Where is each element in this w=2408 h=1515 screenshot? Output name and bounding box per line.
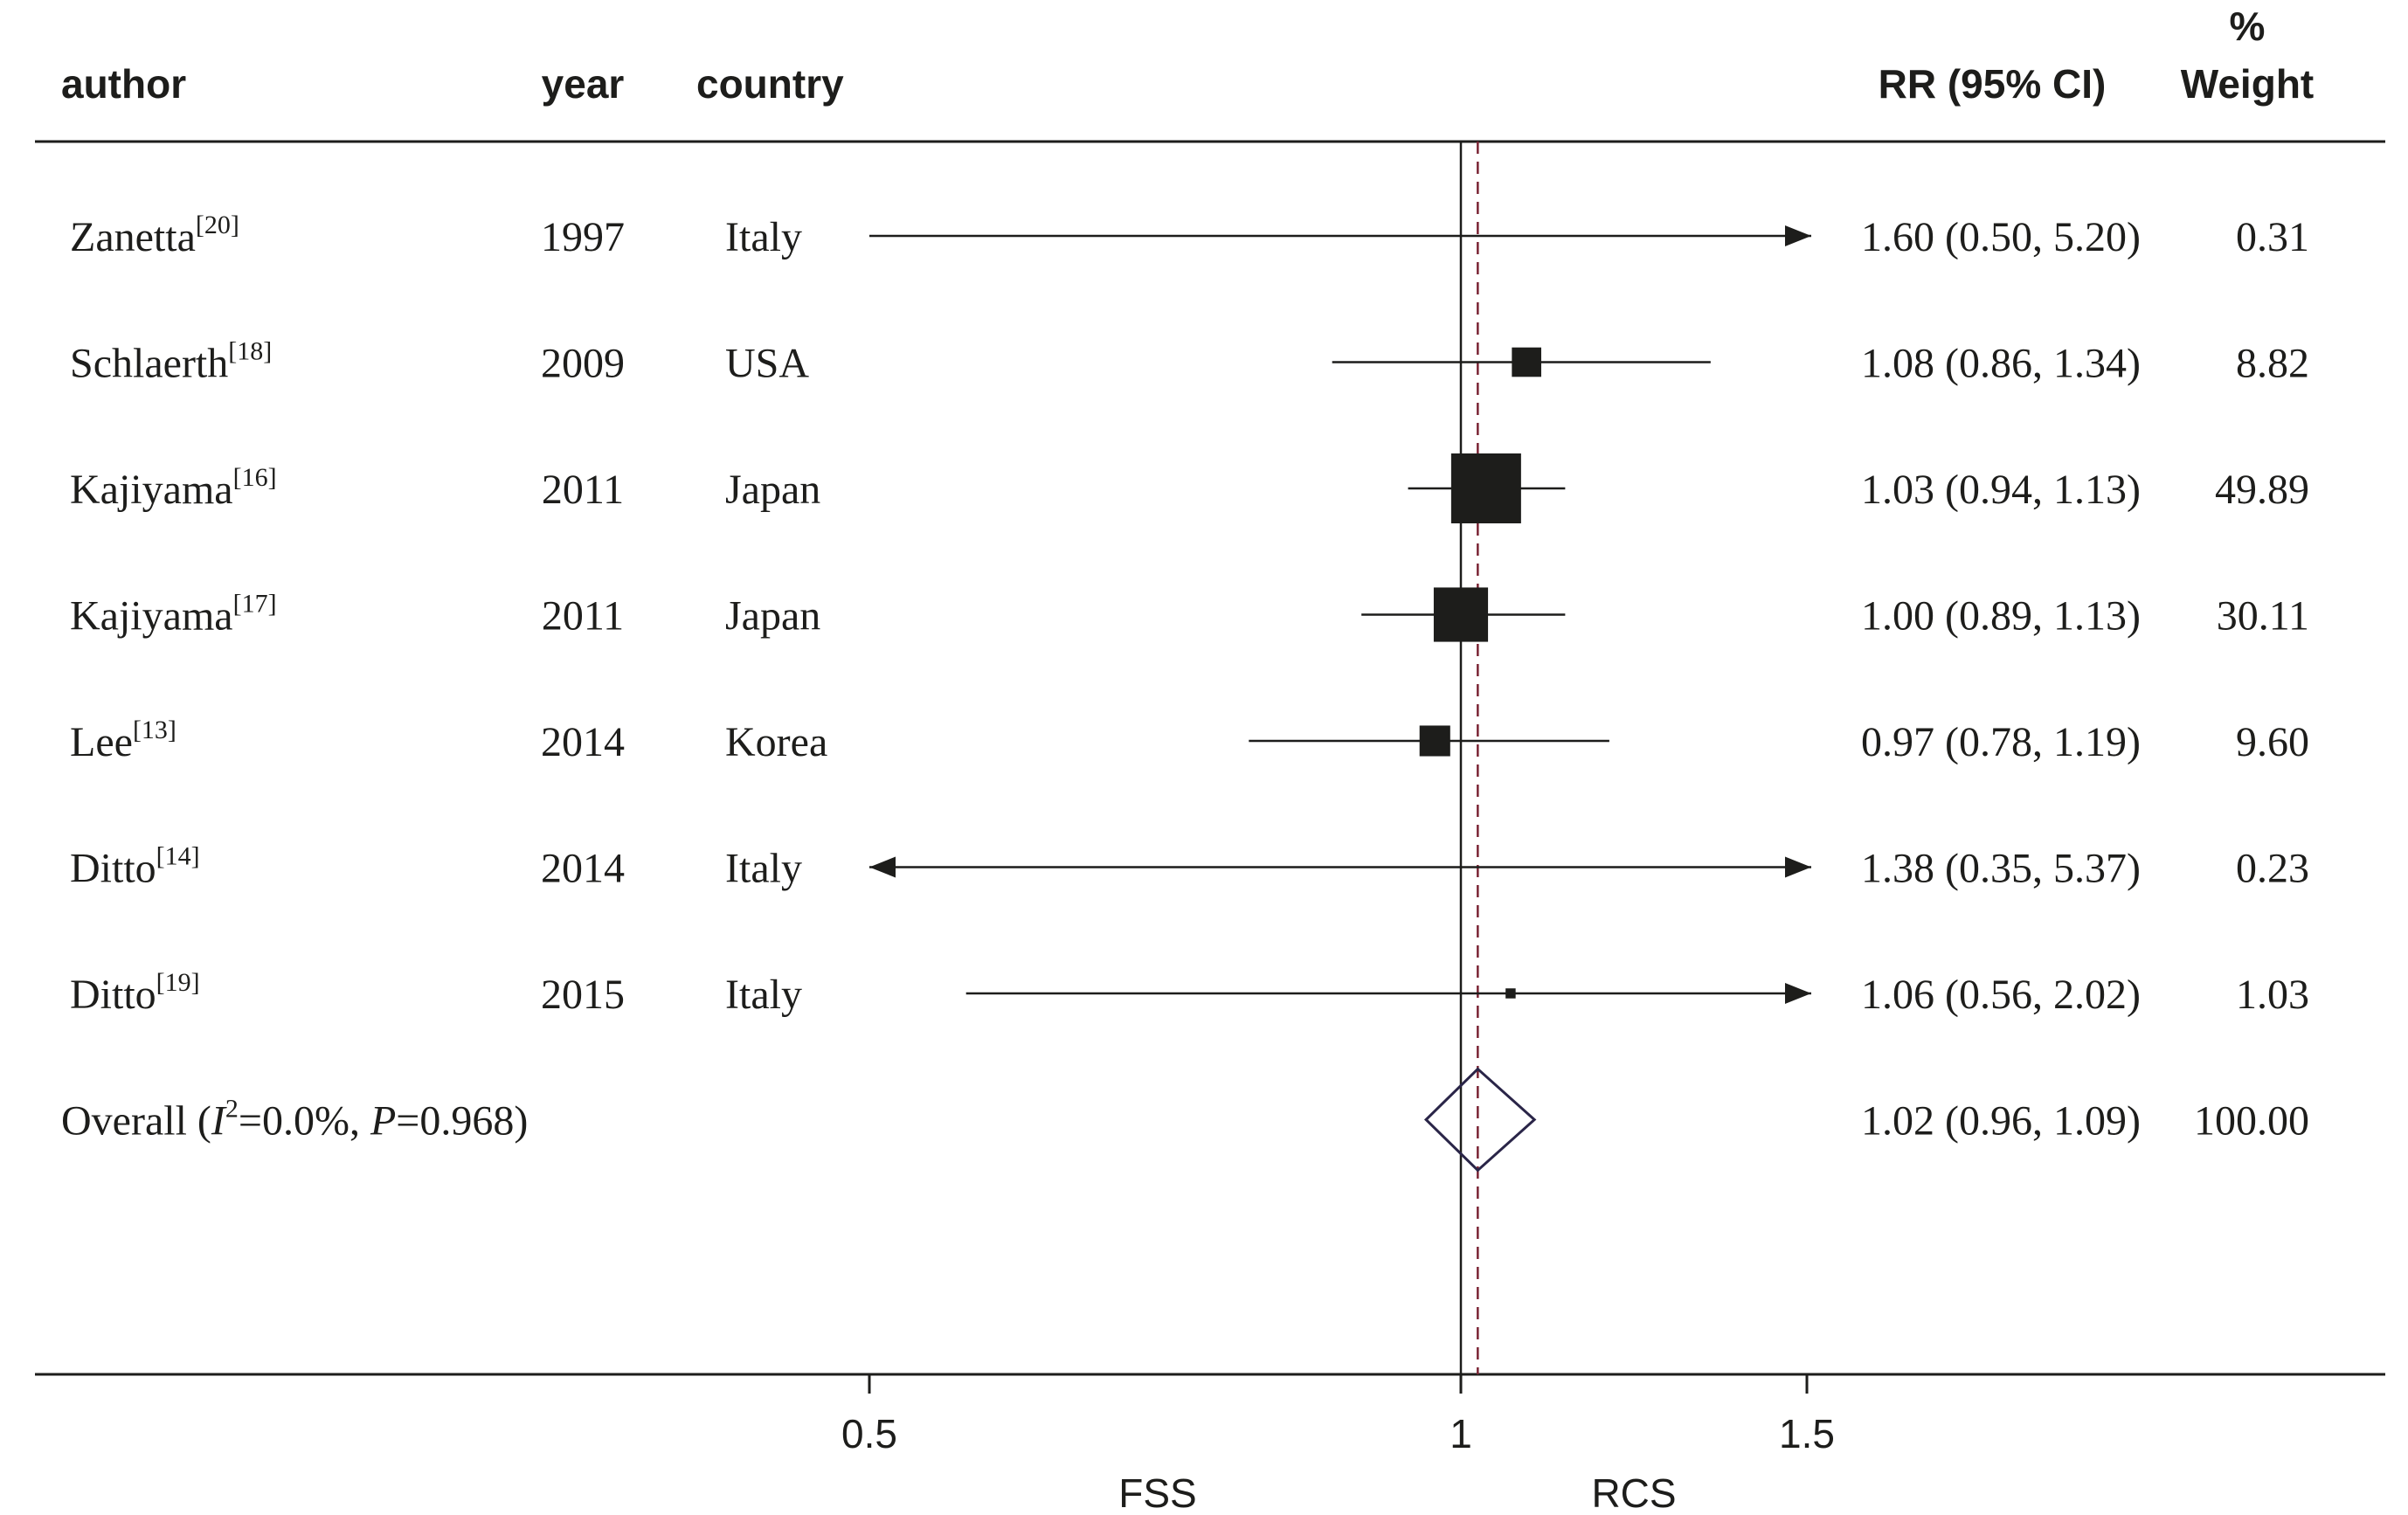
study-weight: 1.03	[2236, 972, 2309, 1018]
study-weight: 0.23	[2236, 846, 2309, 892]
study-year: 1997	[541, 214, 625, 260]
study-author: Zanetta[20]	[70, 211, 239, 260]
header-weight: Weight	[2181, 61, 2314, 107]
study-year: 2009	[541, 341, 625, 387]
x-axis-right-label: RCS	[1591, 1470, 1676, 1515]
header-rr: RR (95% CI)	[1879, 61, 2107, 107]
study-weight-box	[1433, 587, 1489, 642]
study-year: 2014	[541, 846, 625, 892]
study-ci-text: 1.38 (0.35, 5.37)	[1861, 846, 2141, 892]
header-country: country	[696, 61, 844, 107]
study-year: 2014	[541, 719, 625, 765]
study-weight: 30.11	[2217, 593, 2309, 640]
study-weight-box	[1505, 988, 1516, 999]
study-country: Japan	[725, 593, 820, 640]
study-author: Kajiyama[16]	[70, 463, 277, 513]
ci-arrow-right	[1785, 983, 1811, 1004]
x-axis-tick-label: 0.5	[841, 1411, 897, 1456]
study-country: Italy	[725, 846, 802, 892]
study-year: 2015	[541, 972, 625, 1018]
study-ci-text: 1.03 (0.94, 1.13)	[1861, 467, 2141, 513]
study-ci-text: 0.97 (0.78, 1.19)	[1861, 719, 2141, 765]
study-weight-box	[1450, 453, 1521, 523]
study-weight: 9.60	[2236, 719, 2309, 765]
study-country: USA	[725, 341, 809, 387]
study-author: Lee[13]	[70, 716, 176, 765]
study-weight: 49.89	[2215, 467, 2309, 513]
overall-diamond	[1423, 1067, 1537, 1173]
study-author: Kajiyama[17]	[70, 590, 277, 640]
study-ci-text: 1.06 (0.56, 2.02)	[1861, 972, 2141, 1018]
study-author: Ditto[14]	[70, 842, 200, 892]
study-country: Italy	[725, 214, 802, 260]
study-weight: 0.31	[2236, 214, 2309, 260]
study-country: Italy	[725, 972, 802, 1018]
study-weight-box	[1419, 725, 1450, 757]
x-axis-tick-label: 1	[1450, 1411, 1472, 1456]
study-weight: 8.82	[2236, 341, 2309, 387]
study-ci-text: 1.08 (0.86, 1.34)	[1861, 341, 2141, 387]
header-weight-percent: %	[2230, 3, 2266, 49]
overall-weight: 100.00	[2194, 1098, 2309, 1145]
overall-ci-text: 1.02 (0.96, 1.09)	[1861, 1098, 2141, 1145]
ci-arrow-right	[1785, 225, 1811, 246]
study-weight-box	[1512, 347, 1541, 377]
header-year: year	[542, 61, 625, 107]
header-author: author	[61, 61, 186, 107]
study-country: Japan	[725, 467, 820, 513]
x-axis-tick-label: 1.5	[1779, 1411, 1835, 1456]
ci-arrow-left	[869, 856, 896, 878]
ci-arrow-right	[1785, 856, 1811, 878]
overall-label: Overall (I2=0.0%, P=0.968)	[61, 1095, 528, 1145]
study-ci-text: 1.60 (0.50, 5.20)	[1861, 214, 2141, 260]
study-author: Ditto[19]	[70, 968, 200, 1018]
study-ci-text: 1.00 (0.89, 1.13)	[1861, 593, 2141, 640]
x-axis-left-label: FSS	[1118, 1470, 1196, 1515]
study-country: Korea	[725, 719, 827, 765]
study-year: 2011	[542, 467, 624, 513]
study-year: 2011	[542, 593, 624, 640]
study-author: Schlaerth[18]	[70, 337, 272, 387]
